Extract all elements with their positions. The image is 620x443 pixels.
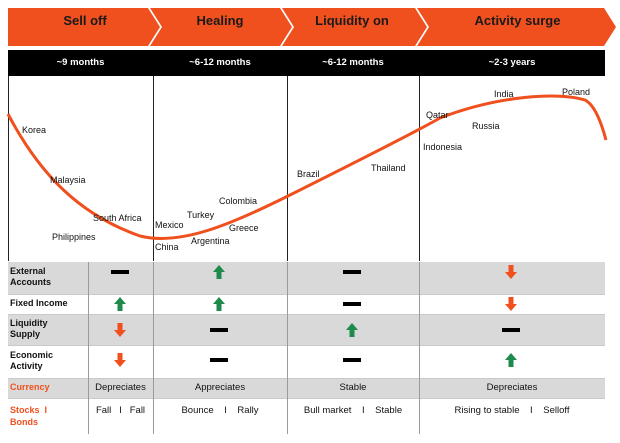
country-label-greece: Greece (229, 223, 259, 233)
arrow-up-icon (505, 353, 517, 367)
arrow-down-icon (114, 323, 126, 337)
chevron-healing (150, 8, 292, 46)
row-label-bonds: Bonds (10, 417, 38, 427)
chevron-liquidity-on (282, 8, 427, 46)
country-label-korea: Korea (22, 125, 47, 135)
dash-icon (343, 270, 361, 274)
currency-activity-surge: Depreciates (486, 382, 538, 393)
phase-label-healing: Healing (196, 13, 244, 28)
stocks-bonds-healing: Bounce I Rally (181, 405, 259, 416)
phase-divider (153, 76, 154, 261)
arrow-up-icon (213, 297, 225, 311)
arrow-down-icon (505, 297, 517, 311)
indicator-fixed-income-liquidity-on (343, 302, 361, 306)
duration-activity-surge: ~2-3 years (488, 57, 536, 68)
cycle-curve-path (6, 94, 608, 240)
country-label-south-africa: South Africa (93, 213, 142, 223)
chevron-activity-surge (417, 8, 616, 46)
row-label-economic-activity: Economic Activity (10, 350, 54, 371)
indicator-fixed-income-sell-off (114, 297, 126, 311)
stocks-bonds-sell-off: Fall I Fall (95, 405, 146, 416)
row-label-external-accounts: External Accounts (10, 266, 52, 287)
dash-icon (502, 328, 520, 332)
dash-icon (210, 358, 228, 362)
indicator-external-accounts-healing (213, 265, 225, 279)
stocks-bonds-liquidity-on: Bull market I Stable (303, 405, 403, 416)
phase-divider (287, 76, 288, 261)
duration-healing: ~6-12 months (189, 57, 251, 68)
indicator-economic-activity-liquidity-on (343, 358, 361, 362)
phase-divider (8, 76, 9, 261)
indicator-liquidity-supply-activity-surge (502, 328, 520, 332)
dash-icon (111, 270, 129, 274)
currency-sell-off: Depreciates (95, 382, 146, 393)
table-divider (287, 262, 288, 434)
arrow-up-icon (346, 323, 358, 337)
country-label-qatar: Qatar (426, 110, 449, 120)
indicator-liquidity-supply-healing (210, 328, 228, 332)
row-label-liquidity-supply: Liquidity Supply (10, 318, 48, 339)
country-label-thailand: Thailand (371, 163, 406, 173)
phase-label-liquidity-on: Liquidity on (315, 13, 389, 28)
row-separator (8, 294, 605, 295)
country-label-indonesia: Indonesia (423, 142, 463, 152)
row-separator (8, 314, 605, 315)
indicator-liquidity-supply-liquidity-on (346, 323, 358, 337)
row-separator (8, 345, 605, 346)
row-economic-activity: Economic Activity (8, 345, 605, 378)
country-label-colombia: Colombia (219, 196, 258, 206)
arrow-down-icon (505, 265, 517, 279)
dash-icon (210, 328, 228, 332)
indicator-external-accounts-activity-surge (505, 265, 517, 279)
table-divider (419, 262, 420, 434)
duration-liquidity-on: ~6-12 months (322, 57, 384, 68)
country-label-mexico: Mexico (155, 220, 184, 230)
indicator-economic-activity-healing (210, 358, 228, 362)
row-label-fixed-income: Fixed Income (10, 298, 68, 308)
duration-sell-off: ~9 months (56, 57, 105, 68)
phase-chevron-banner (8, 8, 616, 46)
indicator-economic-activity-sell-off (114, 353, 126, 367)
indicator-external-accounts-sell-off (111, 270, 129, 274)
table-divider (88, 262, 89, 434)
row-separator (8, 378, 605, 379)
row-label-stocks: Stocks I (10, 405, 48, 415)
country-label-turkey: Turkey (187, 210, 215, 220)
chevron-sell-off (8, 8, 160, 46)
row-label-currency: Currency (10, 382, 50, 392)
country-label-malaysia: Malaysia (50, 175, 86, 185)
row-fixed-income: Fixed Income (8, 294, 605, 314)
arrow-up-icon (114, 297, 126, 311)
country-label-brazil: Brazil (297, 169, 320, 179)
row-currency: Currency (8, 378, 605, 398)
arrow-up-icon (213, 265, 225, 279)
indicator-external-accounts-liquidity-on (343, 270, 361, 274)
indicator-economic-activity-activity-surge (505, 353, 517, 367)
currency-healing: Appreciates (194, 382, 246, 393)
phase-divider (419, 76, 420, 261)
indicator-fixed-income-healing (213, 297, 225, 311)
phase-label-sell-off: Sell off (63, 13, 107, 28)
country-label-philippines: Philippines (52, 232, 96, 242)
dash-icon (343, 302, 361, 306)
country-label-argentina: Argentina (191, 236, 230, 246)
country-label-india: India (494, 89, 514, 99)
country-label-china: China (155, 242, 179, 252)
row-separator (8, 398, 605, 399)
row-external-accounts: External Accounts (8, 262, 605, 294)
currency-liquidity-on: Stable (339, 382, 367, 393)
country-label-poland: Poland (562, 87, 591, 97)
table-divider (153, 262, 154, 434)
phase-label-activity-surge: Activity surge (474, 13, 561, 28)
indicator-fixed-income-activity-surge (505, 297, 517, 311)
duration-bar (8, 50, 605, 76)
row-stocks-bonds: Stocks I Bonds (8, 398, 605, 434)
indicator-liquidity-supply-sell-off (114, 323, 126, 337)
country-label-russia: Russia (472, 121, 500, 131)
arrow-down-icon (114, 353, 126, 367)
stocks-bonds-activity-surge: Rising to stable I Selloff (454, 405, 570, 416)
cycle-curve (6, 94, 608, 240)
dash-icon (343, 358, 361, 362)
